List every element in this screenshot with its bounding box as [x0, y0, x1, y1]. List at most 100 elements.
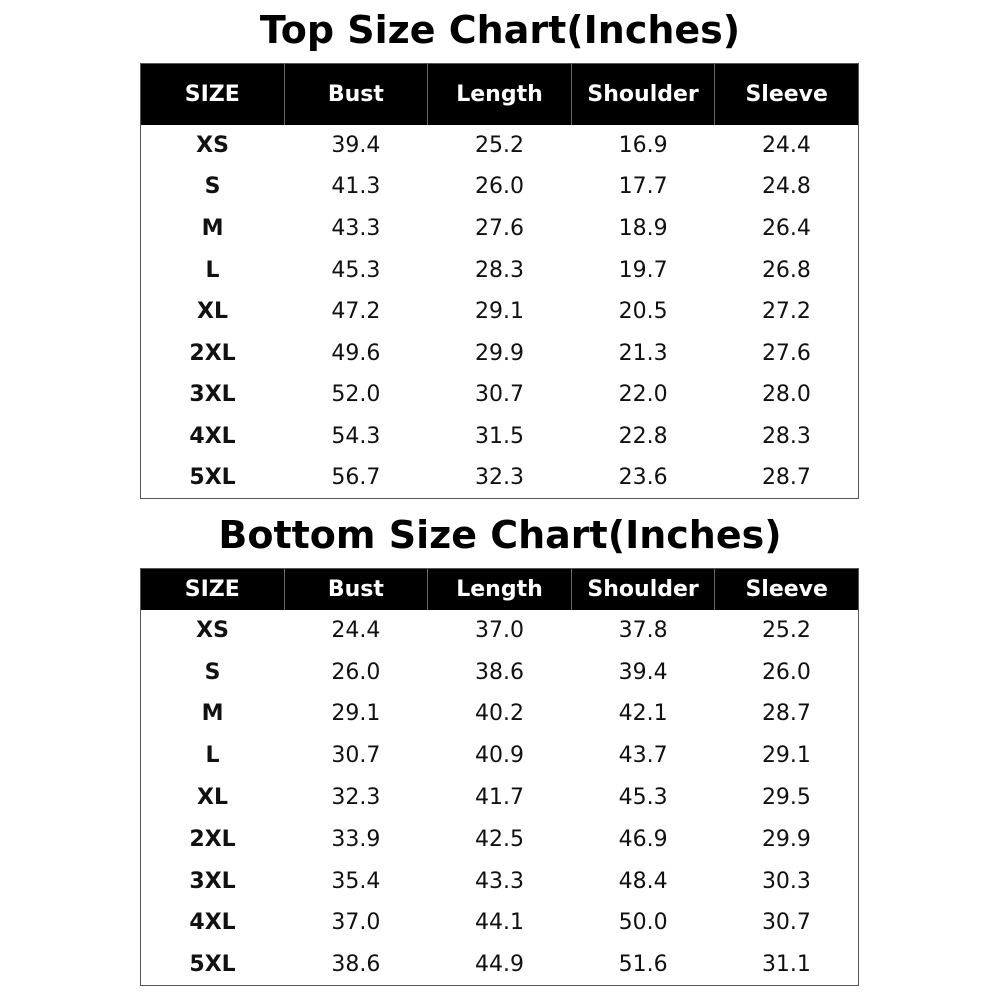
- measure-cell: 32.3: [331, 785, 381, 811]
- measure-cell: 29.5: [761, 785, 811, 811]
- table-row: L 45.3 28.3 19.7 26.8: [141, 249, 859, 291]
- bottom-table: SIZE Bust Length Shoulder Sleeve XS 24.4 37.0 37…: [140, 568, 859, 987]
- measure-cell: 26.0: [331, 659, 381, 685]
- table-row: S 41.3 26.0 17.7 24.8: [141, 166, 859, 208]
- measure-cell: 37.0: [331, 910, 381, 936]
- size-cell: 3XL: [189, 868, 236, 894]
- measure-cell: 32.3: [474, 465, 524, 491]
- table-row: M 43.3 27.6 18.9 26.4: [141, 208, 859, 250]
- size-cell: XS: [196, 132, 229, 158]
- measure-cell: 52.0: [331, 382, 381, 408]
- table-row: XS 39.4 25.2 16.9 24.4: [141, 125, 859, 167]
- measure-cell: 26.4: [761, 215, 811, 241]
- measure-cell: 40.2: [474, 701, 524, 727]
- measure-cell: 47.2: [331, 299, 381, 325]
- measure-cell: 44.1: [474, 910, 524, 936]
- size-cell: XL: [197, 785, 229, 811]
- size-cell: 2XL: [189, 826, 236, 852]
- header-cell: Length: [427, 63, 572, 125]
- measure-cell: 31.1: [761, 952, 811, 978]
- table-row: XL 32.3 41.7 45.3 29.5: [141, 777, 859, 819]
- measure-cell: 50.0: [618, 910, 668, 936]
- measure-cell: 35.4: [331, 868, 381, 894]
- measure-cell: 29.1: [331, 701, 381, 727]
- measure-cell: 41.3: [331, 174, 381, 200]
- header-cell: SIZE: [140, 568, 285, 610]
- size-cell: L: [205, 743, 220, 769]
- measure-cell: 33.9: [331, 826, 381, 852]
- measure-cell: 26.0: [761, 659, 811, 685]
- measure-cell: 28.7: [761, 701, 811, 727]
- measure-cell: 29.9: [761, 826, 811, 852]
- measure-cell: 39.4: [331, 132, 381, 158]
- measure-cell: 45.3: [618, 785, 668, 811]
- size-cell: 5XL: [189, 465, 236, 491]
- measure-cell: 26.0: [474, 174, 524, 200]
- size-cell: M: [201, 701, 224, 727]
- bottom-title: Bottom Size Chart(Inches): [218, 513, 782, 557]
- size-cell: 3XL: [189, 382, 236, 408]
- measure-cell: 27.6: [474, 215, 524, 241]
- top-title: Top Size Chart(Inches): [259, 8, 741, 52]
- size-cell: 4XL: [189, 910, 236, 936]
- table-row: S 26.0 38.6 39.4 26.0: [141, 651, 859, 693]
- table-row: 4XL 54.3 31.5 22.8 28.3: [141, 416, 859, 458]
- measure-cell: 31.5: [474, 423, 524, 449]
- measure-cell: 37.8: [618, 617, 668, 643]
- header-row: SIZE Bust Length Shoulder Sleeve: [140, 568, 859, 610]
- header-cell: Sleeve: [714, 63, 859, 125]
- measure-cell: 41.7: [474, 785, 524, 811]
- measure-cell: 46.9: [618, 826, 668, 852]
- size-cell: 4XL: [189, 423, 236, 449]
- measure-cell: 54.3: [331, 423, 381, 449]
- measure-cell: 30.7: [331, 743, 381, 769]
- measure-cell: 17.7: [618, 174, 668, 200]
- measure-cell: 30.7: [474, 382, 524, 408]
- measure-cell: 44.9: [474, 952, 524, 978]
- measure-cell: 38.6: [331, 952, 381, 978]
- measure-cell: 21.3: [618, 340, 668, 366]
- top-table: SIZE Bust Length Shoulder Sleeve XS 39.4 25.2 16…: [140, 63, 859, 500]
- measure-cell: 30.7: [761, 910, 811, 936]
- measure-cell: 28.3: [761, 423, 811, 449]
- table-row: 5XL 56.7 32.3 23.6 28.7: [141, 457, 859, 499]
- table-row: M 29.1 40.2 42.1 28.7: [141, 693, 859, 735]
- measure-cell: 20.5: [618, 299, 668, 325]
- header-cell: Bust: [283, 568, 428, 610]
- measure-cell: 37.0: [474, 617, 524, 643]
- table-row: 5XL 38.6 44.9 51.6 31.1: [141, 944, 859, 986]
- measure-cell: 25.2: [474, 132, 524, 158]
- measure-cell: 22.8: [618, 423, 668, 449]
- header-cell: Shoulder: [570, 568, 715, 610]
- table-row: XS 24.4 37.0 37.8 25.2: [141, 610, 859, 652]
- table-row: 3XL 35.4 43.3 48.4 30.3: [141, 860, 859, 902]
- measure-cell: 24.4: [331, 617, 381, 643]
- measure-cell: 42.5: [474, 826, 524, 852]
- table-row: XL 47.2 29.1 20.5 27.2: [141, 291, 859, 333]
- measure-cell: 27.2: [761, 299, 811, 325]
- measure-cell: 22.0: [618, 382, 668, 408]
- measure-cell: 39.4: [618, 659, 668, 685]
- measure-cell: 25.2: [761, 617, 811, 643]
- measure-cell: 16.9: [618, 132, 668, 158]
- size-cell: 2XL: [189, 340, 236, 366]
- header-cell: Bust: [283, 63, 428, 125]
- measure-cell: 23.6: [618, 465, 668, 491]
- measure-cell: 30.3: [761, 868, 811, 894]
- size-cell: S: [204, 659, 221, 685]
- header-cell: Sleeve: [714, 568, 859, 610]
- measure-cell: 48.4: [618, 868, 668, 894]
- size-cell: XS: [196, 617, 229, 643]
- measure-cell: 28.3: [474, 257, 524, 283]
- measure-cell: 42.1: [618, 701, 668, 727]
- header-cell: SIZE: [140, 63, 285, 125]
- size-cell: L: [205, 257, 220, 283]
- measure-cell: 19.7: [618, 257, 668, 283]
- header-cell: Length: [427, 568, 572, 610]
- measure-cell: 28.7: [761, 465, 811, 491]
- measure-cell: 26.8: [761, 257, 811, 283]
- measure-cell: 29.1: [474, 299, 524, 325]
- measure-cell: 27.6: [761, 340, 811, 366]
- measure-cell: 24.8: [761, 174, 811, 200]
